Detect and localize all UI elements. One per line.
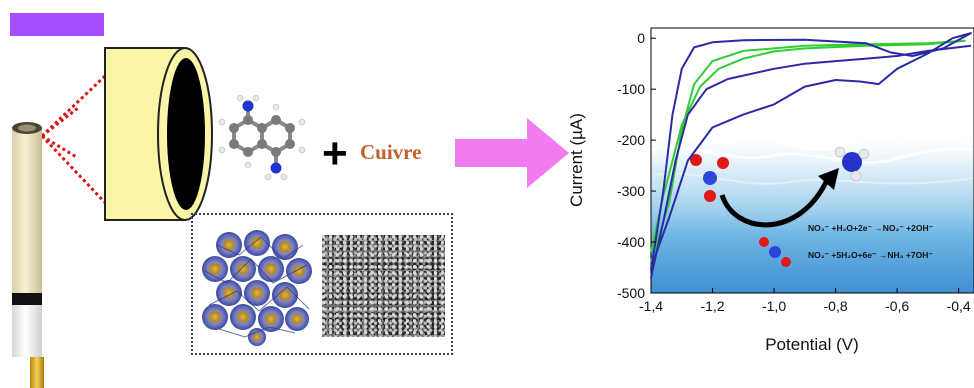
x-tick-label: -0,8 <box>824 298 848 314</box>
y-tick-label: -300 <box>617 183 645 199</box>
axis-ticks: -1,4 -1,2 -1,0 -0,8 -0,6 -0,4 0 -100 -200 -300 -40… <box>617 30 971 314</box>
y-tick-label: 0 <box>637 30 645 46</box>
cv-curve-3 <box>650 44 972 278</box>
reaction-arrow-icon <box>719 168 839 228</box>
structure-panel <box>191 213 453 355</box>
label-block <box>10 13 104 36</box>
zoom-lines <box>40 74 114 212</box>
nitrite-molecule-icon <box>759 237 791 267</box>
cv-curves <box>650 32 972 278</box>
cv-curve-2 <box>650 32 972 271</box>
framework-structure-image <box>202 230 312 346</box>
y-tick-label: -400 <box>617 234 645 250</box>
plus-icon: + <box>322 129 348 178</box>
x-tick-label: -1,4 <box>639 298 663 314</box>
x-tick-label: -1,0 <box>762 298 786 314</box>
y-tick-label: -200 <box>617 132 645 148</box>
y-tick-label: -100 <box>617 81 645 97</box>
ammonia-molecule-icon <box>834 146 870 182</box>
water-illustration <box>651 128 974 293</box>
plot-frame <box>650 27 974 294</box>
cv-chart: NO₃⁻ +H₂O+2e⁻ →NO₂⁻ +2OH⁻ NO₂⁻ +5H₂O+6e⁻… <box>567 27 974 354</box>
nitrate-molecule-icon <box>690 154 729 202</box>
x-axis-label: Potential (V) <box>765 335 859 354</box>
reagent-label: Cuivre <box>360 140 422 164</box>
right-arrow-icon <box>455 118 569 188</box>
x-tick-label: -1,2 <box>700 298 724 314</box>
x-tick-label: -0,6 <box>885 298 909 314</box>
x-tick-label: -0,4 <box>947 298 971 314</box>
sem-micrograph <box>322 235 445 337</box>
molecule-illustration <box>218 95 306 181</box>
equation-1: NO₃⁻ +H₂O+2e⁻ →NO₂⁻ +2OH⁻ <box>808 223 934 233</box>
y-tick-label: -500 <box>617 285 645 301</box>
y-axis-label: Current (µA) <box>567 113 586 207</box>
electrode-illustration <box>12 47 213 388</box>
equation-2: NO₂⁻ +5H₂O+6e⁻ →NH₃ +7OH⁻ <box>808 250 933 260</box>
